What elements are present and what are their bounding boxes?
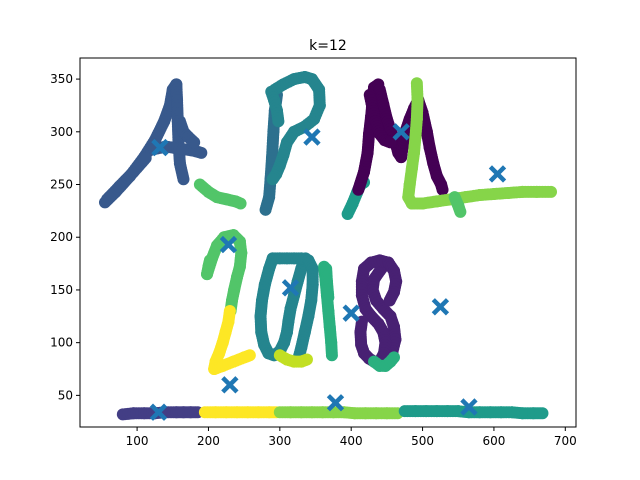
data-point — [454, 205, 467, 218]
y-tick-label: 350 — [50, 72, 73, 86]
centroid-marker — [460, 398, 478, 416]
y-tick-label: 250 — [50, 178, 73, 192]
data-point — [234, 197, 247, 210]
data-point — [388, 351, 401, 364]
data-point — [266, 173, 279, 186]
y-tick-label: 200 — [50, 230, 73, 244]
x-tick-label: 100 — [126, 434, 149, 448]
centroid-marker — [326, 394, 345, 412]
centroid-marker — [221, 376, 239, 394]
centroid-marker — [151, 138, 169, 157]
data-point — [300, 353, 313, 366]
centroid-layer — [149, 123, 507, 421]
plot-background — [80, 58, 576, 427]
data-point — [325, 349, 338, 362]
y-tick-label: 100 — [50, 336, 73, 350]
data-point — [322, 291, 335, 304]
data-point — [188, 136, 201, 149]
centroid-marker — [342, 304, 360, 322]
x-axis: 100 200 300 400 500 600 700 — [126, 427, 577, 448]
centroid-marker — [219, 235, 238, 254]
y-axis: 50 100 150 200 250 300 350 — [50, 72, 80, 402]
centroid-marker — [488, 165, 507, 183]
plot-frame — [79, 57, 577, 428]
data-point — [139, 152, 152, 165]
data-point — [536, 407, 549, 420]
centroid-marker — [149, 403, 168, 421]
x-tick-label: 300 — [268, 434, 291, 448]
x-tick-label: 600 — [482, 434, 505, 448]
y-tick-label: 50 — [58, 388, 73, 402]
data-point — [272, 115, 285, 128]
y-tick-label: 300 — [50, 125, 73, 139]
x-tick-label: 400 — [340, 434, 363, 448]
centroid-marker — [281, 279, 300, 297]
chart-title: k=12 — [309, 38, 347, 54]
x-tick-label: 200 — [197, 434, 220, 448]
x-tick-label: 700 — [554, 434, 577, 448]
centroid-marker — [392, 123, 410, 141]
data-point — [243, 349, 256, 362]
data-point — [203, 254, 216, 267]
y-tick-label: 150 — [50, 283, 73, 297]
centroid-marker — [431, 298, 450, 316]
data-point — [177, 173, 190, 186]
data-point — [383, 294, 396, 307]
data-point — [545, 185, 558, 198]
x-tick-label: 500 — [411, 434, 434, 448]
data-point — [384, 136, 397, 149]
data-point — [436, 183, 449, 196]
data-point — [195, 146, 208, 159]
centroid-marker — [303, 128, 321, 146]
